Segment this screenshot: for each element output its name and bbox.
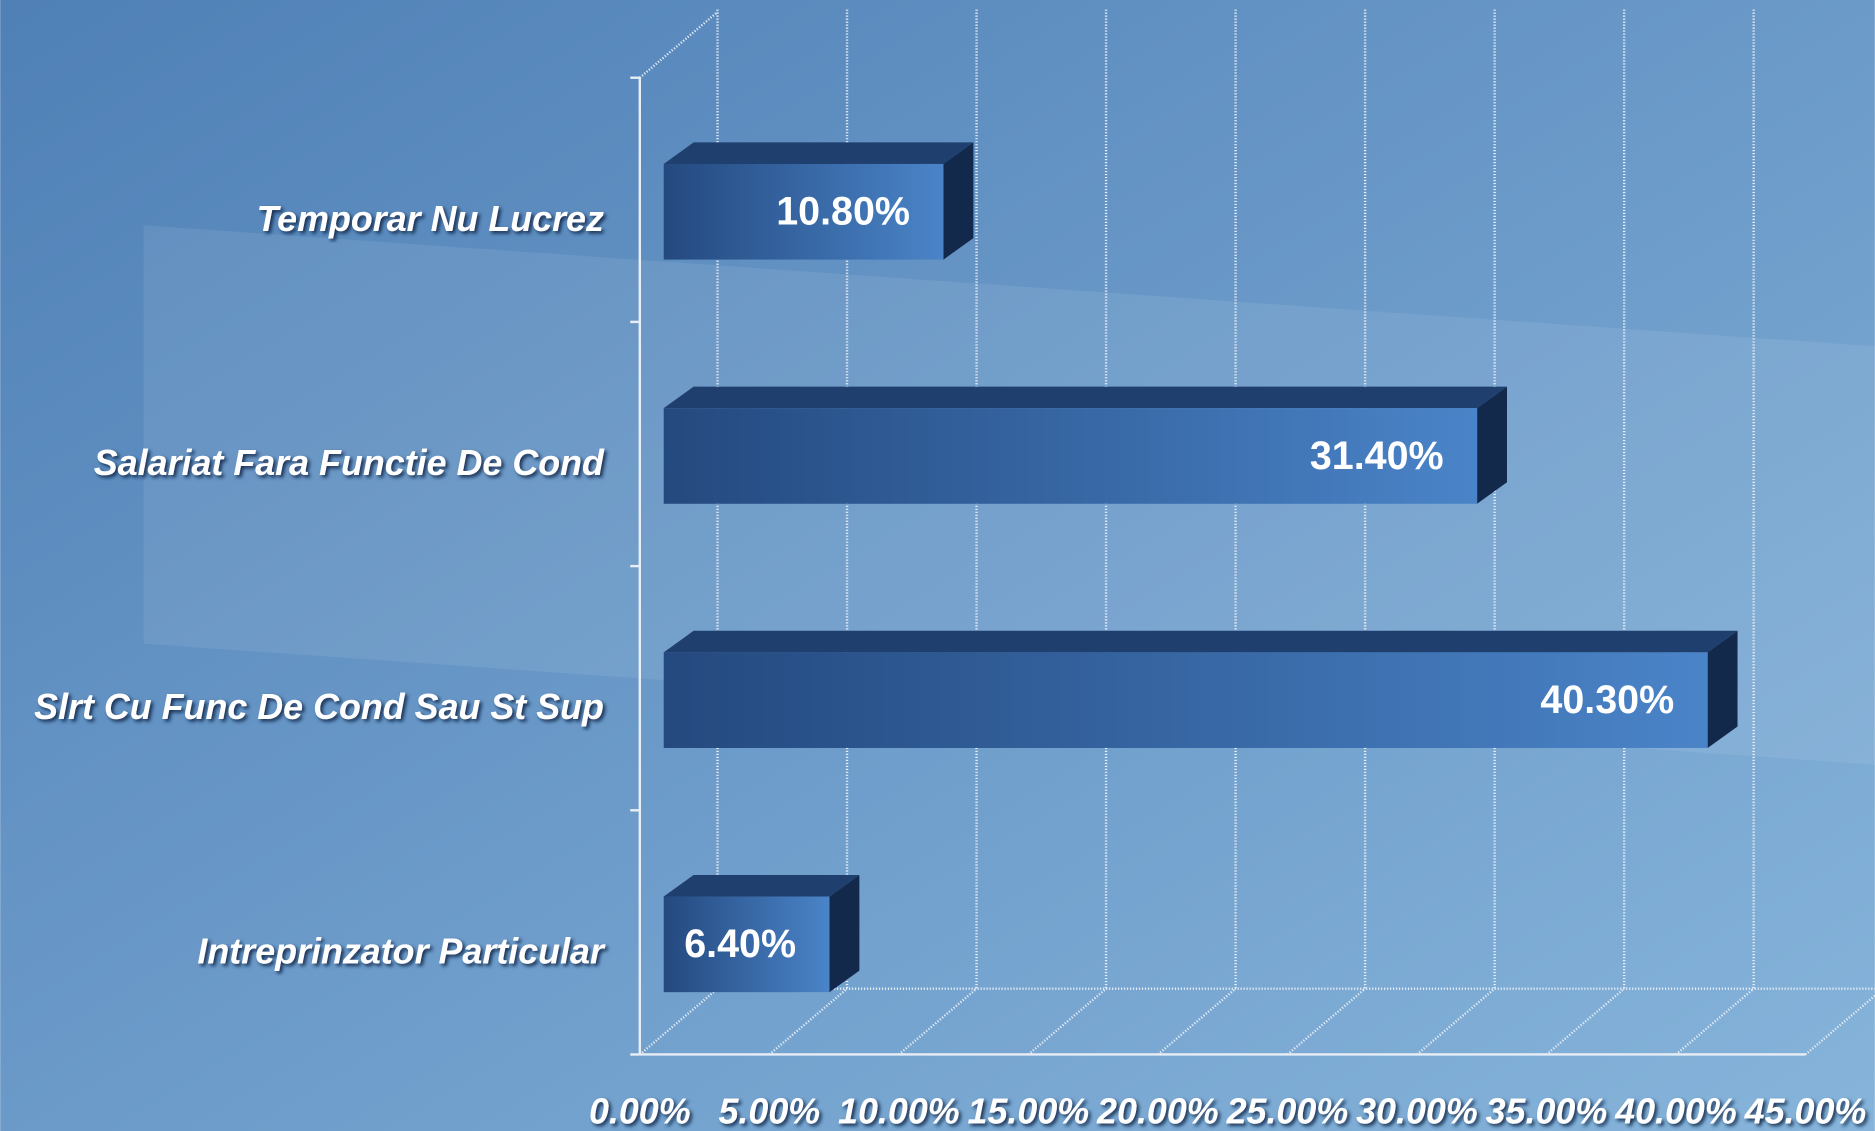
- value-label: 31.40%: [1310, 434, 1444, 478]
- category-label: Temporar Nu Lucrez: [257, 199, 604, 239]
- category-label: Intreprinzator Particular: [197, 931, 606, 971]
- x-tick-label: 30.00%: [1356, 1092, 1478, 1131]
- chart: 0.00% 5.00% 10.00%15.00%20.00%25.00%30.00%…: [0, 0, 1875, 1131]
- value-label: 10.80%: [776, 190, 910, 234]
- x-tick-label: 35.00%: [1486, 1092, 1608, 1131]
- x-tick-label: 0.00%: [589, 1092, 691, 1131]
- x-tick-label: 40.00%: [1614, 1092, 1737, 1131]
- x-tick-label: 10.00%: [838, 1092, 960, 1131]
- x-tick-label: 15.00%: [968, 1092, 1090, 1131]
- bar-top: [664, 387, 1507, 409]
- category-label: Slrt Cu Func De Cond Sau St Sup: [34, 687, 604, 727]
- x-tick-label: 45.00%: [1744, 1092, 1867, 1131]
- value-label: 6.40%: [684, 922, 796, 966]
- bar-top: [664, 875, 860, 897]
- bar-top: [664, 142, 974, 164]
- x-tick-label: 25.00%: [1226, 1092, 1349, 1131]
- value-label: 40.30%: [1540, 678, 1674, 722]
- bar-top: [664, 631, 1738, 653]
- category-label: Salariat Fara Functie De Cond: [94, 443, 605, 483]
- x-tick-label: 20.00%: [1096, 1092, 1219, 1131]
- x-tick-label: 5.00%: [718, 1092, 820, 1131]
